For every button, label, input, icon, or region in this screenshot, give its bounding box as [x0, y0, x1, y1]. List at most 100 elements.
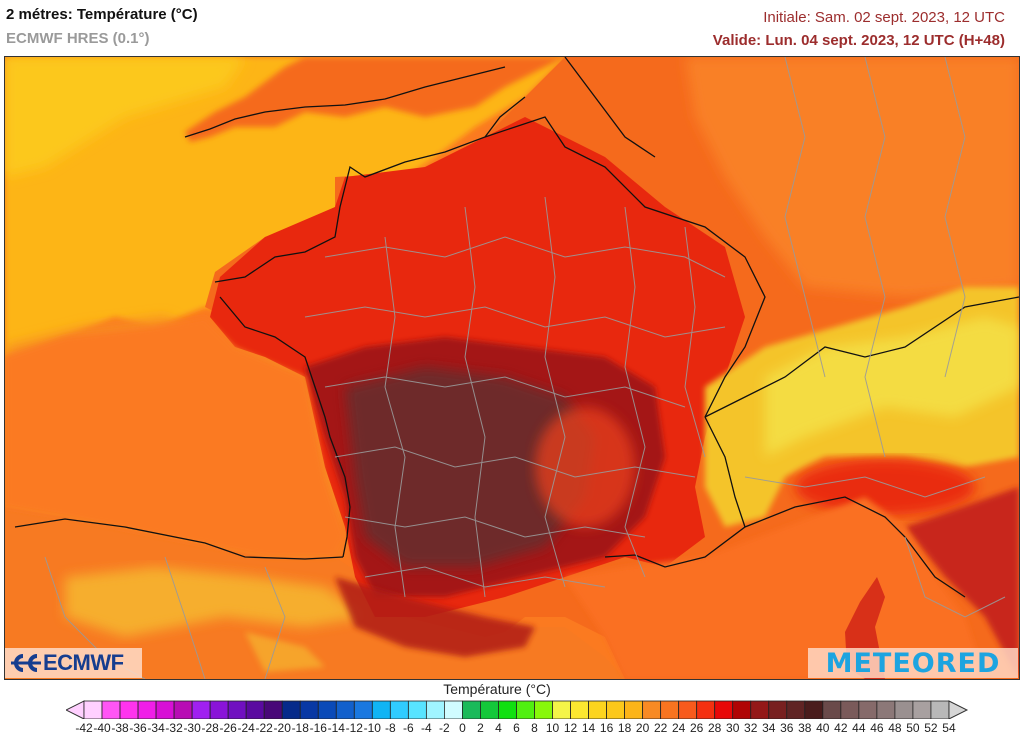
colorbar-bin [101, 700, 121, 719]
colorbar-bin [119, 700, 139, 719]
colorbar-bin [912, 700, 932, 719]
colorbar-bin [642, 700, 662, 719]
init-time: Initiale: Sam. 02 sept. 2023, 12 UTC [763, 9, 1005, 26]
colorbar-bin [209, 700, 229, 719]
colorbar-tick-label: -38 [111, 721, 129, 735]
colorbar-tick-label: -24 [237, 721, 255, 735]
colorbar-tick-label: 12 [563, 721, 578, 735]
colorbar-bin [732, 700, 752, 719]
border-alps [704, 296, 1019, 418]
colorbar-bin [389, 700, 409, 719]
ecmwf-mark-icon [9, 653, 43, 673]
colorbar-bin [534, 700, 553, 719]
colorbar-bin [443, 700, 463, 719]
ecmwf-logo: ECMWF [5, 648, 142, 678]
france-extreme-zone [345, 367, 595, 567]
colorbar-bin [263, 700, 283, 719]
colorbar-tick-label: -20 [273, 721, 291, 735]
colorbar-bin [804, 700, 824, 719]
colorbar-bin [353, 700, 373, 719]
colorbar-labels: -42 -40 -38 -36 -34 -32 -30 -28 -26 -24 -22 -20 -18-… [0, 721, 1024, 736]
colorbar-bin [588, 700, 607, 719]
colorbar-tick-label: 26 [689, 721, 704, 735]
coastline-spain-north [14, 518, 344, 560]
colorbar-tick-label: -36 [129, 721, 147, 735]
colorbar-tick-label: 0 [459, 721, 466, 735]
temperature-map[interactable] [4, 56, 1020, 680]
colorbar-tick-label: 20 [635, 721, 650, 735]
mediterranean-sea [565, 497, 985, 679]
colorbar-bin [317, 700, 337, 719]
colorbar-bin [191, 700, 211, 719]
colorbar-bin [570, 700, 589, 719]
colorbar-tick-label: 24 [671, 721, 686, 735]
bay-of-biscay [5, 317, 345, 557]
atlantic-cool-zone [5, 57, 565, 357]
colorbar-bin [876, 700, 896, 719]
colorbar-tick-label: -16 [309, 721, 327, 735]
colorbar-tick-label: 40 [816, 721, 830, 735]
colorbar-tick-label: 44 [852, 721, 866, 735]
colorbar-bin [462, 700, 481, 719]
meteored-logo-text: METEORED [825, 647, 1001, 679]
map-title: 2 métres: Température (°C) [6, 6, 198, 23]
colorbar-bin [768, 700, 788, 719]
colorbar-bin [822, 700, 842, 719]
ecmwf-logo-text: ECMWF [43, 650, 124, 675]
colorbar-bin [281, 700, 301, 719]
colorbar-tick-label: -14 [327, 721, 345, 735]
model-label: ECMWF HRES (0.1°) [6, 30, 150, 47]
colorbar-bin [245, 700, 265, 719]
colorbar-tick-label: -32 [165, 721, 183, 735]
colorbar-bin [840, 700, 860, 719]
colorbar-bin [498, 700, 517, 719]
colorbar-bin [858, 700, 878, 719]
colorbar-tick-label: -28 [201, 721, 219, 735]
colorbar-tick-label: 54 [942, 721, 956, 735]
colorbar-tick-label: 16 [599, 721, 614, 735]
coastline-med [604, 496, 966, 598]
colorbar-bin [552, 700, 571, 719]
colorbar-tick-label: 48 [888, 721, 902, 735]
colorbar-tick-label: 46 [870, 721, 884, 735]
colorbar-tick-label: 10 [545, 721, 560, 735]
colorbar-bin [516, 700, 535, 719]
colorbar-tick-label: 42 [834, 721, 848, 735]
colorbar-bin [335, 700, 355, 719]
colorbar-bin [750, 700, 770, 719]
colorbar-bin [786, 700, 806, 719]
colorbar-tick-label: -8 [384, 721, 396, 735]
colorbar-tick-label: -26 [219, 721, 237, 735]
colorbar-bin [173, 700, 193, 719]
colorbar-bin [137, 700, 157, 719]
colorbar-bin [660, 700, 680, 719]
colorbar-tick-label: 32 [744, 721, 758, 735]
colorbar-bin [425, 700, 445, 719]
landmass-uk [185, 57, 565, 142]
colorbar-tick-label: 2 [477, 721, 484, 735]
meteored-logo: METEORED [808, 647, 1018, 679]
colorbar-tick-label: 28 [708, 721, 722, 735]
colorbar-title: Température (°C) [443, 681, 551, 697]
map-canvas [5, 57, 1019, 679]
colorbar-tick-label: -30 [183, 721, 201, 735]
colorbar-tick-label: -40 [93, 721, 111, 735]
colorbar-bin [407, 700, 427, 719]
temperature-colorbar [66, 700, 969, 719]
coastline-uk [184, 66, 506, 138]
colorbar-bin [299, 700, 319, 719]
colorbar-tick-label: 6 [513, 721, 520, 735]
colorbar-tick-label: -6 [403, 721, 414, 735]
valid-time: Valide: Lun. 04 sept. 2023, 12 UTC (H+48… [712, 32, 1005, 49]
colorbar-bin [371, 700, 391, 719]
colorbar-bin [155, 700, 175, 719]
colorbar-bin [480, 700, 499, 719]
colorbar-tick-label: -34 [147, 721, 165, 735]
colorbar-max-arrow [948, 700, 969, 719]
colorbar-bin [624, 700, 644, 719]
colorbar-tick-label: -22 [255, 721, 273, 735]
colorbar-bin [696, 700, 716, 719]
colorbar-tick-label: -12 [345, 721, 363, 735]
colorbar-bin [930, 700, 950, 719]
colorbar-tick-label: 34 [762, 721, 776, 735]
